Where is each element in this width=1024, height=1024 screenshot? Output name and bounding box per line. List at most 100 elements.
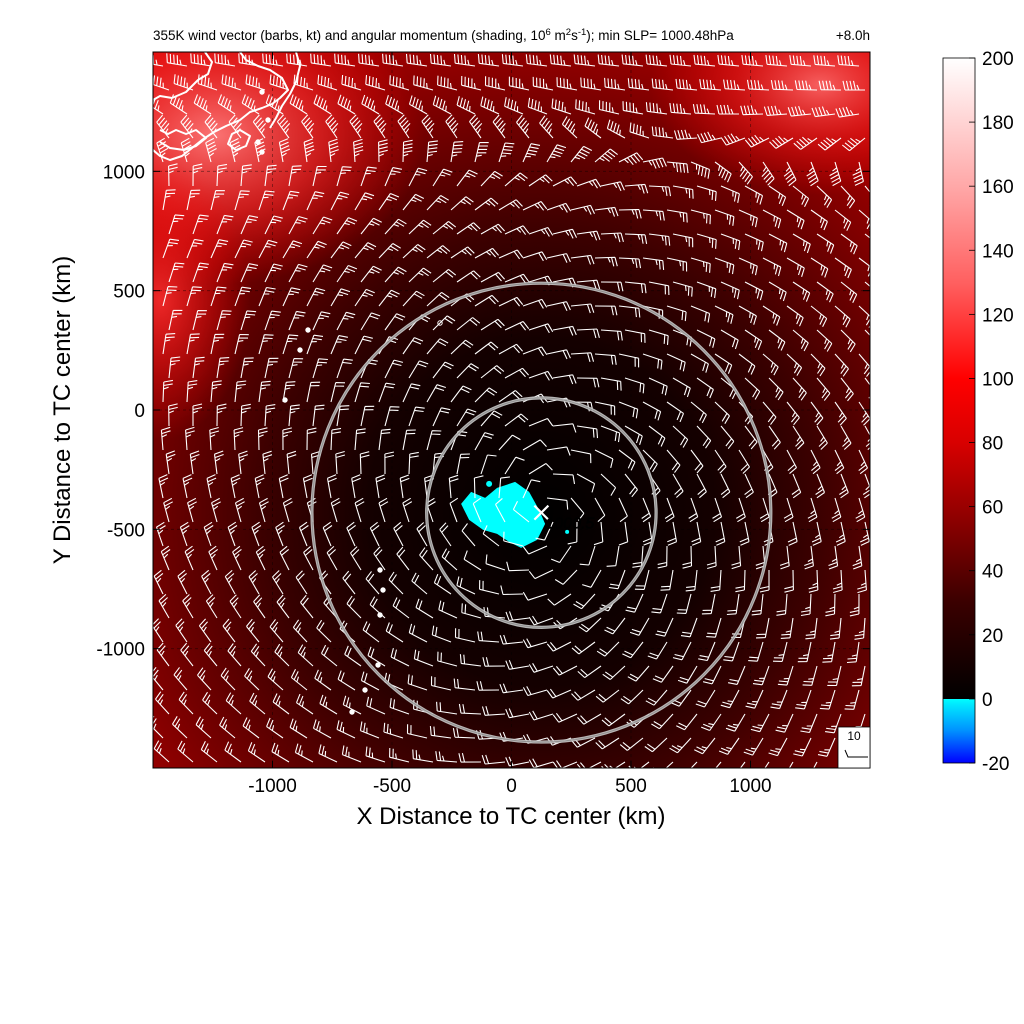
wind-barb xyxy=(528,710,554,721)
wind-barb xyxy=(225,692,242,715)
negative-momentum-blob xyxy=(461,481,546,548)
wind-barb xyxy=(365,746,386,763)
wind-barb xyxy=(481,754,506,765)
wind-barb xyxy=(696,185,717,201)
wind-barb xyxy=(450,196,474,211)
wind-barb xyxy=(306,381,321,403)
wind-barb xyxy=(373,114,387,139)
wind-barb xyxy=(450,385,472,403)
wind-barb xyxy=(852,545,863,570)
wind-barb xyxy=(193,94,212,115)
wind-barb xyxy=(552,665,578,676)
wind-barb xyxy=(859,521,870,546)
wind-barb xyxy=(573,593,596,610)
wind-barb xyxy=(813,55,836,67)
wind-barb xyxy=(528,463,553,475)
colorbar-tick-label: 180 xyxy=(982,113,1014,134)
wind-barb xyxy=(378,428,391,451)
wind-barb xyxy=(254,138,266,163)
wind-barb xyxy=(642,401,662,421)
wind-barb xyxy=(461,523,476,547)
wind-barb xyxy=(501,54,524,67)
y-axis-label: Y Distance to TC center (km) xyxy=(49,256,76,565)
wind-barb xyxy=(408,267,432,283)
wind-barb xyxy=(779,545,790,570)
wind-barb xyxy=(435,751,458,763)
wind-barb xyxy=(634,569,650,590)
wind-barb xyxy=(201,569,212,595)
wind-barb xyxy=(365,75,386,91)
wind-barb xyxy=(450,141,464,163)
wind-barb xyxy=(618,401,639,419)
wind-barb xyxy=(696,473,707,499)
wind-barb xyxy=(385,95,404,115)
wind-barb xyxy=(438,600,458,619)
wind-barb xyxy=(165,450,176,475)
plot-area: 1000.5 xyxy=(153,52,870,768)
wind-barb xyxy=(786,257,805,277)
wind-barb xyxy=(835,521,846,546)
wind-barb xyxy=(407,674,428,691)
colorbar-tick-label: 20 xyxy=(982,626,1003,647)
wind-barb xyxy=(528,323,554,334)
wind-barb xyxy=(522,346,548,357)
wind-barb xyxy=(627,78,650,91)
wind-barb xyxy=(282,427,293,451)
wind-barb xyxy=(449,497,459,523)
wind-barb xyxy=(761,161,775,186)
wind-barb xyxy=(249,692,266,715)
wind-barb xyxy=(384,313,406,331)
wind-barb xyxy=(456,453,470,475)
wind-barb xyxy=(430,676,452,691)
wind-barb xyxy=(312,311,331,331)
wind-barb xyxy=(288,165,302,187)
wind-barb xyxy=(652,665,674,683)
wind-barb xyxy=(312,165,327,187)
wind-barb xyxy=(402,429,416,451)
wind-barb xyxy=(366,696,386,715)
wind-barb xyxy=(463,550,482,571)
wind-barb xyxy=(516,114,530,139)
wind-barb xyxy=(441,548,458,571)
wind-barb xyxy=(389,747,410,763)
wind-barb xyxy=(498,343,524,355)
wind-barb xyxy=(645,54,668,67)
wind-barb xyxy=(234,239,253,259)
wind-barb xyxy=(346,521,356,547)
wind-barb xyxy=(195,716,212,739)
wind-barb xyxy=(816,425,828,450)
wind-barb xyxy=(600,281,624,292)
wind-barb xyxy=(858,209,870,232)
wind-barb xyxy=(714,209,735,226)
wind-barb xyxy=(168,262,185,283)
wind-barb xyxy=(411,572,428,595)
wind-barb xyxy=(209,426,220,451)
wind-barb xyxy=(744,329,763,351)
wind-barb xyxy=(258,190,275,211)
wind-barb xyxy=(203,642,218,667)
island-speck xyxy=(305,327,311,333)
wind-barb xyxy=(480,365,505,379)
wind-barb xyxy=(238,450,248,475)
wind-barb xyxy=(696,425,712,449)
wind-barb xyxy=(162,379,173,403)
wind-barb xyxy=(206,474,217,499)
wind-barb xyxy=(469,114,483,139)
wind-barb xyxy=(576,473,596,493)
wind-barb xyxy=(361,94,380,115)
wind-barb xyxy=(298,521,309,547)
wind-barb xyxy=(288,263,308,283)
wind-barb xyxy=(301,114,315,139)
wind-barb xyxy=(459,654,482,667)
wind-barb xyxy=(714,257,735,275)
min-slp-center-marker: 1000.5 xyxy=(533,504,595,533)
wind-barb xyxy=(841,137,866,152)
colorbar-tick-label: 200 xyxy=(982,49,1014,70)
wind-barb xyxy=(406,724,428,739)
wind-barb xyxy=(840,329,856,353)
wind-barb xyxy=(816,281,834,303)
wind-barb xyxy=(378,243,401,259)
wind-barb xyxy=(688,497,699,523)
wind-barb xyxy=(476,681,500,691)
